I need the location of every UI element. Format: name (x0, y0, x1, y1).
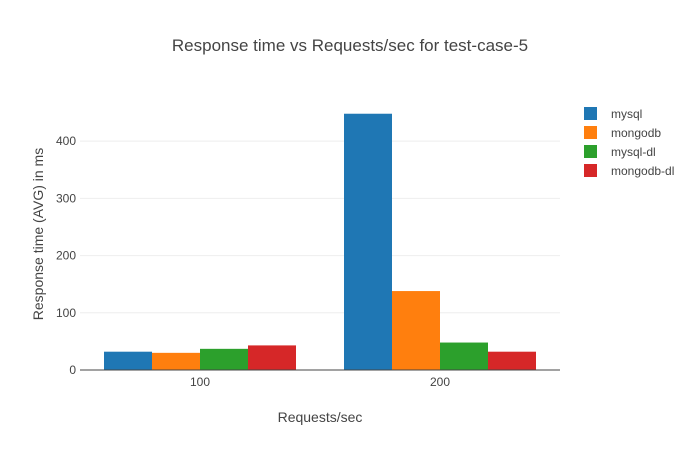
bar-mysql-dl-200[interactable] (440, 342, 488, 370)
legend-label: mongodb (611, 126, 661, 140)
bars (104, 113, 536, 370)
x-tick-label: 100 (190, 375, 210, 389)
bar-mysql-200[interactable] (344, 113, 392, 370)
legend-item-mysql-dl[interactable]: mysql-dl (584, 145, 656, 159)
legend-label: mysql-dl (611, 145, 656, 159)
y-axis-title: Response time (AVG) in ms (30, 148, 46, 320)
bar-mongodb-dl-200[interactable] (488, 351, 536, 370)
legend[interactable]: mysql mongodb mysql-dl mongodb-dl (584, 107, 674, 178)
legend-item-mongodb[interactable]: mongodb (584, 126, 661, 140)
legend-swatch (584, 145, 597, 158)
y-tick-label: 200 (56, 249, 76, 263)
legend-swatch (584, 126, 597, 139)
bar-mongodb-200[interactable] (392, 291, 440, 370)
y-tick-label: 400 (56, 134, 76, 148)
legend-swatch (584, 164, 597, 177)
x-tick-label: 200 (430, 375, 450, 389)
bar-mongodb-dl-100[interactable] (248, 345, 296, 370)
bar-mongodb-100[interactable] (152, 352, 200, 370)
legend-item-mysql[interactable]: mysql (584, 107, 642, 121)
y-tick-label: 100 (56, 306, 76, 320)
legend-label: mongodb-dl (611, 164, 674, 178)
legend-item-mongodb-dl[interactable]: mongodb-dl (584, 164, 674, 178)
bar-mysql-100[interactable] (104, 351, 152, 370)
gridlines (80, 140, 560, 314)
y-tick-label: 300 (56, 191, 76, 205)
x-axis-title: Requests/sec (278, 409, 363, 425)
y-axis: 0 100 200 300 400 (56, 134, 76, 377)
y-tick-label: 0 (69, 363, 76, 377)
x-axis: 100 200 (80, 369, 560, 389)
chart-title: Response time vs Requests/sec for test-c… (172, 36, 528, 55)
legend-swatch (584, 107, 597, 120)
legend-label: mysql (611, 107, 642, 121)
bar-mysql-dl-100[interactable] (200, 348, 248, 370)
